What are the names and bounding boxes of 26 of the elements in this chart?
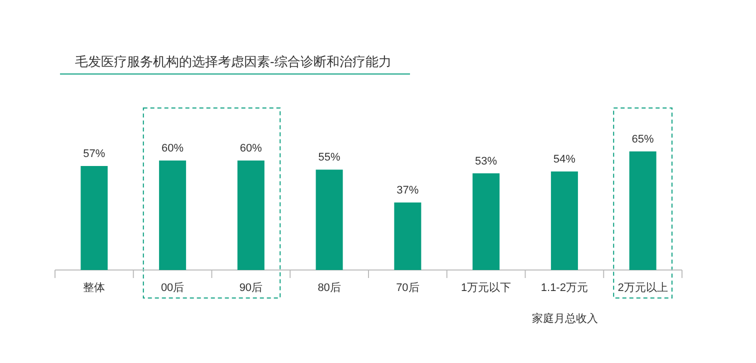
x-tick-label: 00后 [160, 281, 184, 294]
chart-title: 毛发医疗服务机构的选择考虑因素-综合诊断和治疗能力 [75, 54, 392, 69]
bar [237, 160, 264, 270]
bar [394, 202, 422, 270]
data-label: 60% [162, 142, 184, 155]
text: 家庭月总收入 [532, 312, 598, 325]
data-label: 54% [553, 153, 576, 166]
data-label: 65% [632, 133, 654, 146]
x-tick-label: 整体 [83, 282, 106, 294]
x-tick-label: 90后 [239, 281, 263, 294]
data-label: 55% [318, 152, 341, 164]
x-tick-label: 1.1-2万元 [540, 282, 588, 294]
x-tick-label: 1万元以下 [461, 281, 512, 294]
bar [472, 173, 500, 270]
x-tick-label: 70后 [396, 281, 420, 294]
data-label: 37% [396, 184, 419, 196]
bar [159, 160, 186, 270]
x-tick-label: 80后 [318, 281, 341, 294]
bar [80, 166, 108, 270]
data-label: 53% [475, 155, 498, 168]
x-tick-label: 2万元以上 [618, 281, 668, 294]
bar [550, 171, 578, 270]
bar [316, 170, 343, 270]
data-label: 57% [83, 148, 106, 160]
data-label: 60% [240, 142, 262, 155]
bar [629, 151, 656, 270]
